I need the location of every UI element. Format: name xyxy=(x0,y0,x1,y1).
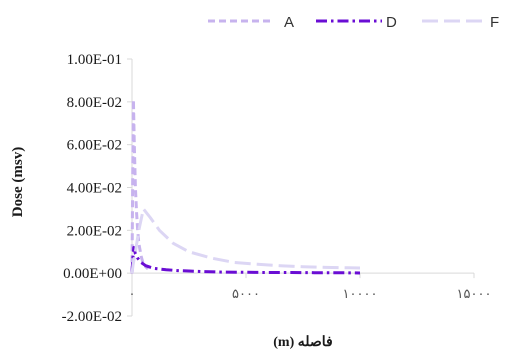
legend-label-d: D xyxy=(386,14,397,31)
series-line-a xyxy=(130,98,150,274)
legend-label-f: F xyxy=(490,14,499,31)
y-tick-label: 0.00E+00 xyxy=(63,266,122,282)
series-line-d xyxy=(130,246,361,275)
x-tick-label: ۰ xyxy=(129,287,136,302)
x-axis: ۰ ۵۰۰۰ ۱۰۰۰۰ ۱۵۰۰۰ xyxy=(129,272,492,302)
y-axis: 1.00E-01 8.00E-02 6.00E-02 4.00E-02 2.00E-02… xyxy=(62,52,133,325)
x-tick-label: ۱۰۰۰۰ xyxy=(343,287,378,302)
y-tick-label: 6.00E-02 xyxy=(67,138,122,154)
x-axis-title: فاصله (m) xyxy=(273,335,333,350)
x-tick-label: ۱۵۰۰۰ xyxy=(457,287,492,302)
series-line-f xyxy=(130,207,361,274)
y-tick-label: -2.00E-02 xyxy=(62,309,122,325)
legend-label-a: A xyxy=(284,14,294,31)
y-tick-label: 2.00E-02 xyxy=(67,223,122,239)
y-tick-label: 1.00E-01 xyxy=(67,52,122,68)
x-tick-label: ۵۰۰۰ xyxy=(232,287,260,302)
y-axis-title: Dose (msv) xyxy=(10,147,26,217)
y-tick-label: 4.00E-02 xyxy=(67,181,122,197)
y-tick-label: 8.00E-02 xyxy=(67,95,122,111)
series-layer xyxy=(130,98,361,275)
